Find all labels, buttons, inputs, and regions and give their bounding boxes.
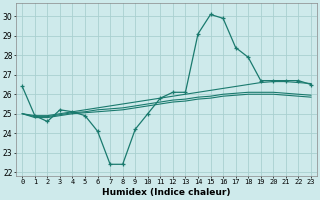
X-axis label: Humidex (Indice chaleur): Humidex (Indice chaleur) <box>102 188 231 197</box>
